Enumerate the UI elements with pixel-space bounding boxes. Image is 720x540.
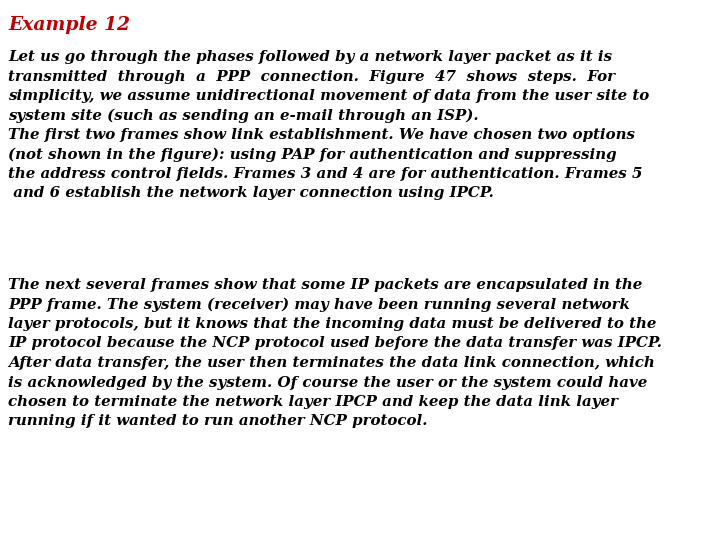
Text: After data transfer, the user then terminates the data link connection, which: After data transfer, the user then termi… [8, 356, 654, 370]
Text: the address control fields. Frames 3 and 4 are for authentication. Frames 5: the address control fields. Frames 3 and… [8, 167, 642, 181]
Text: PPP frame. The system (receiver) may have been running several network: PPP frame. The system (receiver) may hav… [8, 298, 630, 312]
Text: is acknowledged by the system. Of course the user or the system could have: is acknowledged by the system. Of course… [8, 375, 647, 389]
Text: Example 12: Example 12 [8, 16, 130, 34]
Text: The next several frames show that some IP packets are encapsulated in the: The next several frames show that some I… [8, 278, 642, 292]
Text: chosen to terminate the network layer IPCP and keep the data link layer: chosen to terminate the network layer IP… [8, 395, 618, 409]
Text: Let us go through the phases followed by a network layer packet as it is: Let us go through the phases followed by… [8, 50, 612, 64]
Text: layer protocols, but it knows that the incoming data must be delivered to the: layer protocols, but it knows that the i… [8, 317, 657, 331]
Text: The first two frames show link establishment. We have chosen two options: The first two frames show link establish… [8, 128, 635, 142]
Text: simplicity, we assume unidirectional movement of data from the user site to: simplicity, we assume unidirectional mov… [8, 89, 649, 103]
Text: (not shown in the figure): using PAP for authentication and suppressing: (not shown in the figure): using PAP for… [8, 147, 616, 162]
Text: transmitted  through  a  PPP  connection.  Figure  47  shows  steps.  For: transmitted through a PPP connection. Fi… [8, 70, 615, 84]
Text: IP protocol because the NCP protocol used before the data transfer was IPCP.: IP protocol because the NCP protocol use… [8, 336, 662, 350]
Text: system site (such as sending an e-mail through an ISP).: system site (such as sending an e-mail t… [8, 109, 479, 123]
Text: running if it wanted to run another NCP protocol.: running if it wanted to run another NCP … [8, 415, 428, 429]
Text: and 6 establish the network layer connection using IPCP.: and 6 establish the network layer connec… [8, 186, 494, 200]
